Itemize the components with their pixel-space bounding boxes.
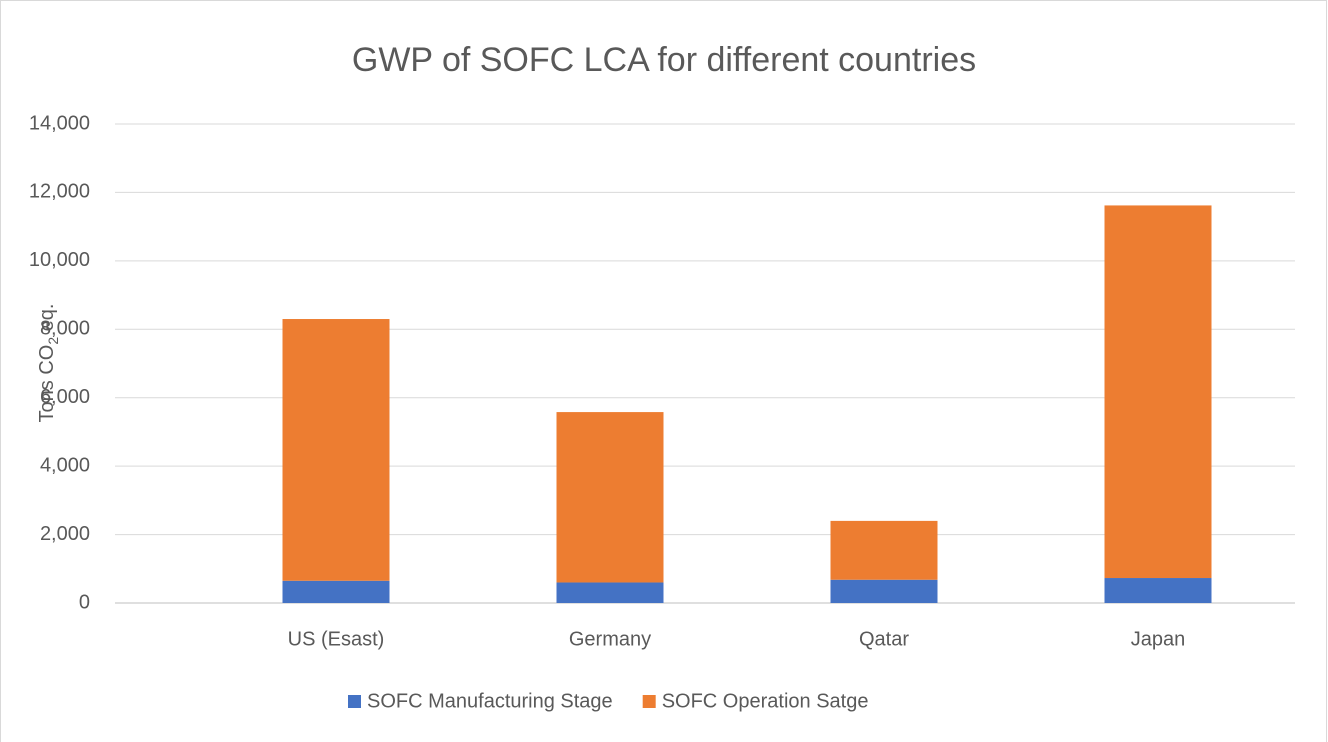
legend-label: SOFC Operation Satge bbox=[662, 690, 869, 712]
bar-segment bbox=[556, 582, 664, 603]
bar-segment bbox=[1104, 578, 1212, 603]
y-tick-label: 6,000 bbox=[40, 386, 90, 408]
bar-segment bbox=[282, 580, 390, 603]
bar-segment bbox=[282, 319, 390, 581]
y-tick-label: 2,000 bbox=[40, 523, 90, 545]
y-tick-label: 10,000 bbox=[29, 249, 90, 271]
x-tick-label: Japan bbox=[1131, 628, 1186, 650]
x-tick-label: Germany bbox=[569, 628, 651, 650]
x-tick-label: US (Esast) bbox=[288, 628, 385, 650]
y-label-tail: eq. bbox=[36, 304, 58, 337]
y-label-sub: 2 bbox=[45, 337, 61, 345]
y-tick-label: 8,000 bbox=[40, 318, 90, 340]
bar-segment bbox=[1104, 205, 1212, 579]
legend-swatch bbox=[348, 695, 361, 708]
bar-segment bbox=[830, 520, 938, 580]
bar-segment bbox=[830, 579, 938, 603]
y-tick-label: 4,000 bbox=[40, 454, 90, 476]
legend-label: SOFC Manufacturing Stage bbox=[367, 690, 613, 712]
y-axis-label: Tons CO2 eq. bbox=[36, 304, 60, 423]
y-tick-label: 12,000 bbox=[29, 181, 90, 203]
legend-swatch bbox=[642, 695, 656, 708]
x-tick-label: Qatar bbox=[859, 628, 909, 650]
chart-title: GWP of SOFC LCA for different countries bbox=[352, 41, 976, 79]
y-tick-label: 0 bbox=[79, 591, 90, 613]
y-label-main: Tons CO bbox=[36, 345, 58, 423]
bar-segment bbox=[556, 412, 664, 583]
y-tick-label: 14,000 bbox=[29, 112, 90, 134]
